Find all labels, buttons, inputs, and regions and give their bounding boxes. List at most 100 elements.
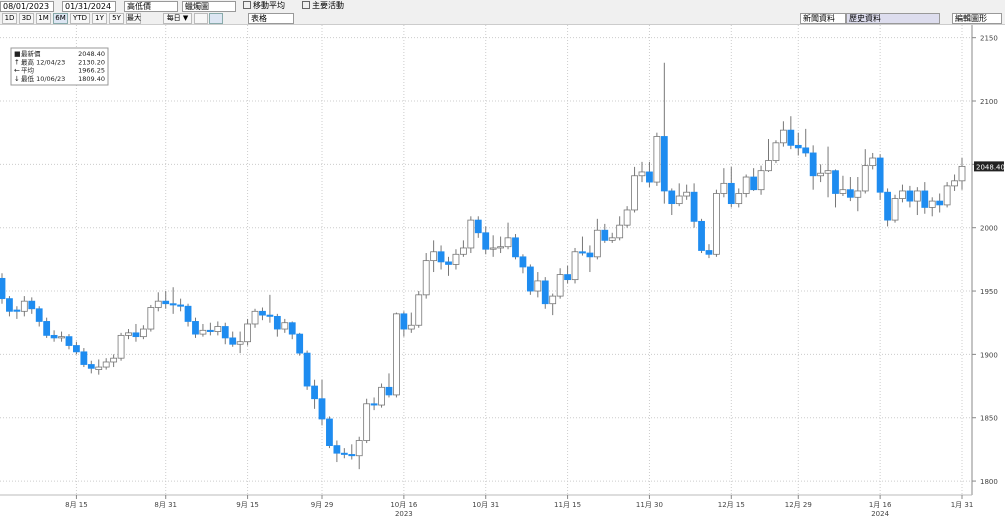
history-button[interactable]: 歷史資料 [846, 13, 940, 24]
period-button[interactable]: 1D [2, 13, 17, 24]
period-button[interactable]: YTD [70, 13, 90, 24]
checkbox-label: 主要活動 [312, 1, 344, 10]
candle-up [355, 440, 363, 457]
candle-up [415, 294, 423, 326]
x-tick-label: 9月 29 [311, 501, 334, 509]
candle-up [713, 193, 720, 255]
candle-up [154, 300, 162, 308]
candle-down [519, 256, 527, 268]
news-button[interactable]: 新聞資料 [800, 13, 846, 24]
candle-down [50, 334, 58, 339]
candle-up [95, 366, 103, 370]
period-button[interactable]: 3D [19, 13, 34, 24]
candle-down [169, 303, 177, 306]
candle-up [497, 246, 505, 249]
x-tick-label: 10月 16 [390, 501, 418, 509]
chart: 180018501900195020002050210021508月 158月 … [0, 25, 1005, 518]
candle-up [549, 295, 557, 305]
candle-up [742, 176, 750, 194]
candle-down [80, 351, 88, 365]
edit-button[interactable]: 編輯圖形 [952, 13, 1002, 24]
candle-up [430, 251, 438, 262]
button[interactable] [209, 13, 223, 24]
candle-down [296, 333, 304, 354]
candle-down [65, 336, 73, 346]
checkbox[interactable]: 移動平均 [243, 1, 285, 11]
x-tick-label: 8月 15 [65, 501, 88, 509]
candle-up [891, 198, 899, 221]
period-button[interactable]: 1M [36, 13, 51, 24]
candle-down [579, 251, 586, 254]
checkbox[interactable]: 主要活動 [302, 1, 344, 11]
candle-down [311, 385, 318, 400]
candle-up [593, 229, 601, 258]
candle-up [489, 247, 497, 250]
year-label: 2024 [871, 510, 889, 518]
checkbox-label: 移動平均 [253, 1, 285, 10]
candle-down [162, 300, 170, 305]
start-date[interactable]: 08/01/2023 [0, 1, 54, 12]
candle-up [869, 157, 877, 167]
x-tick-label: 11月 30 [636, 501, 663, 509]
legend-value: 2130.20 [78, 58, 105, 66]
candle-down [437, 251, 445, 263]
end-date[interactable]: 01/31/2024 [62, 1, 116, 12]
frequency-select[interactable]: 每日 ▼ [163, 13, 192, 24]
candle-down [400, 313, 408, 330]
candle-down [482, 232, 490, 250]
x-tick-label: 1月 16 [869, 501, 892, 509]
candle-down [206, 329, 214, 332]
x-tick-label: 12月 29 [785, 501, 812, 509]
y-tick-label: 2100 [980, 98, 998, 106]
period-button[interactable]: 1Y [92, 13, 107, 24]
period-button[interactable]: 5Y [109, 13, 124, 24]
button[interactable] [194, 13, 208, 24]
candle-down [646, 171, 653, 183]
candle-up [199, 329, 207, 335]
y-tick-label: 1850 [980, 415, 998, 423]
candle-up [683, 191, 691, 197]
candle-down [385, 386, 393, 396]
candle-up [125, 332, 132, 336]
candle-up [244, 323, 251, 343]
legend-value: 1966.25 [78, 67, 105, 75]
candle-up [58, 336, 65, 339]
toolbar-row: 表格 新聞資料 歷史資料 編輯圖形 1D 3D 1M 6M YTD 1Y 5Y 最大 每日 ▼ [0, 12, 1005, 25]
candle-down [318, 398, 326, 420]
candle-down [13, 309, 21, 312]
legend-symbol: ■ [14, 50, 21, 58]
candle-up [765, 160, 772, 172]
candle-down [705, 250, 713, 255]
candle-down [184, 305, 192, 322]
candle-up [899, 190, 906, 199]
period-button[interactable]: 最大 [126, 13, 141, 24]
candle-down [192, 321, 199, 335]
candle-up [720, 182, 728, 194]
candle-down [787, 129, 795, 146]
legend-value: 2048.40 [78, 50, 105, 58]
field-select[interactable]: 高低價 [124, 1, 178, 12]
candle-up [117, 334, 125, 359]
candle-up [638, 171, 646, 177]
x-tick-label: 11月 15 [554, 501, 581, 509]
candle-up [214, 326, 222, 332]
candle-up [675, 195, 683, 205]
candle-down [177, 304, 185, 307]
table-field[interactable]: 表格 [248, 13, 294, 24]
candle-down [690, 191, 698, 222]
candle-down [6, 298, 13, 312]
legend-label: 最低 10/06/23 [21, 74, 65, 83]
candle-up [251, 310, 259, 325]
candle-up [623, 209, 631, 226]
candle-up [824, 170, 832, 174]
toolbar-row: 08/01/2023 01/31/2024 高低價 蠟燭圖 移動平均 主要活動 [0, 0, 1005, 13]
candle-up [504, 237, 512, 248]
period-button[interactable]: 6M [53, 13, 68, 24]
candle-up [20, 300, 28, 312]
candle-down [288, 322, 296, 335]
chart-type-select[interactable]: 蠟燭圖 [182, 1, 236, 12]
candle-down [660, 136, 668, 192]
candle-up [839, 189, 847, 194]
candle-up [236, 341, 244, 345]
y-tick-label: 1950 [980, 288, 998, 296]
